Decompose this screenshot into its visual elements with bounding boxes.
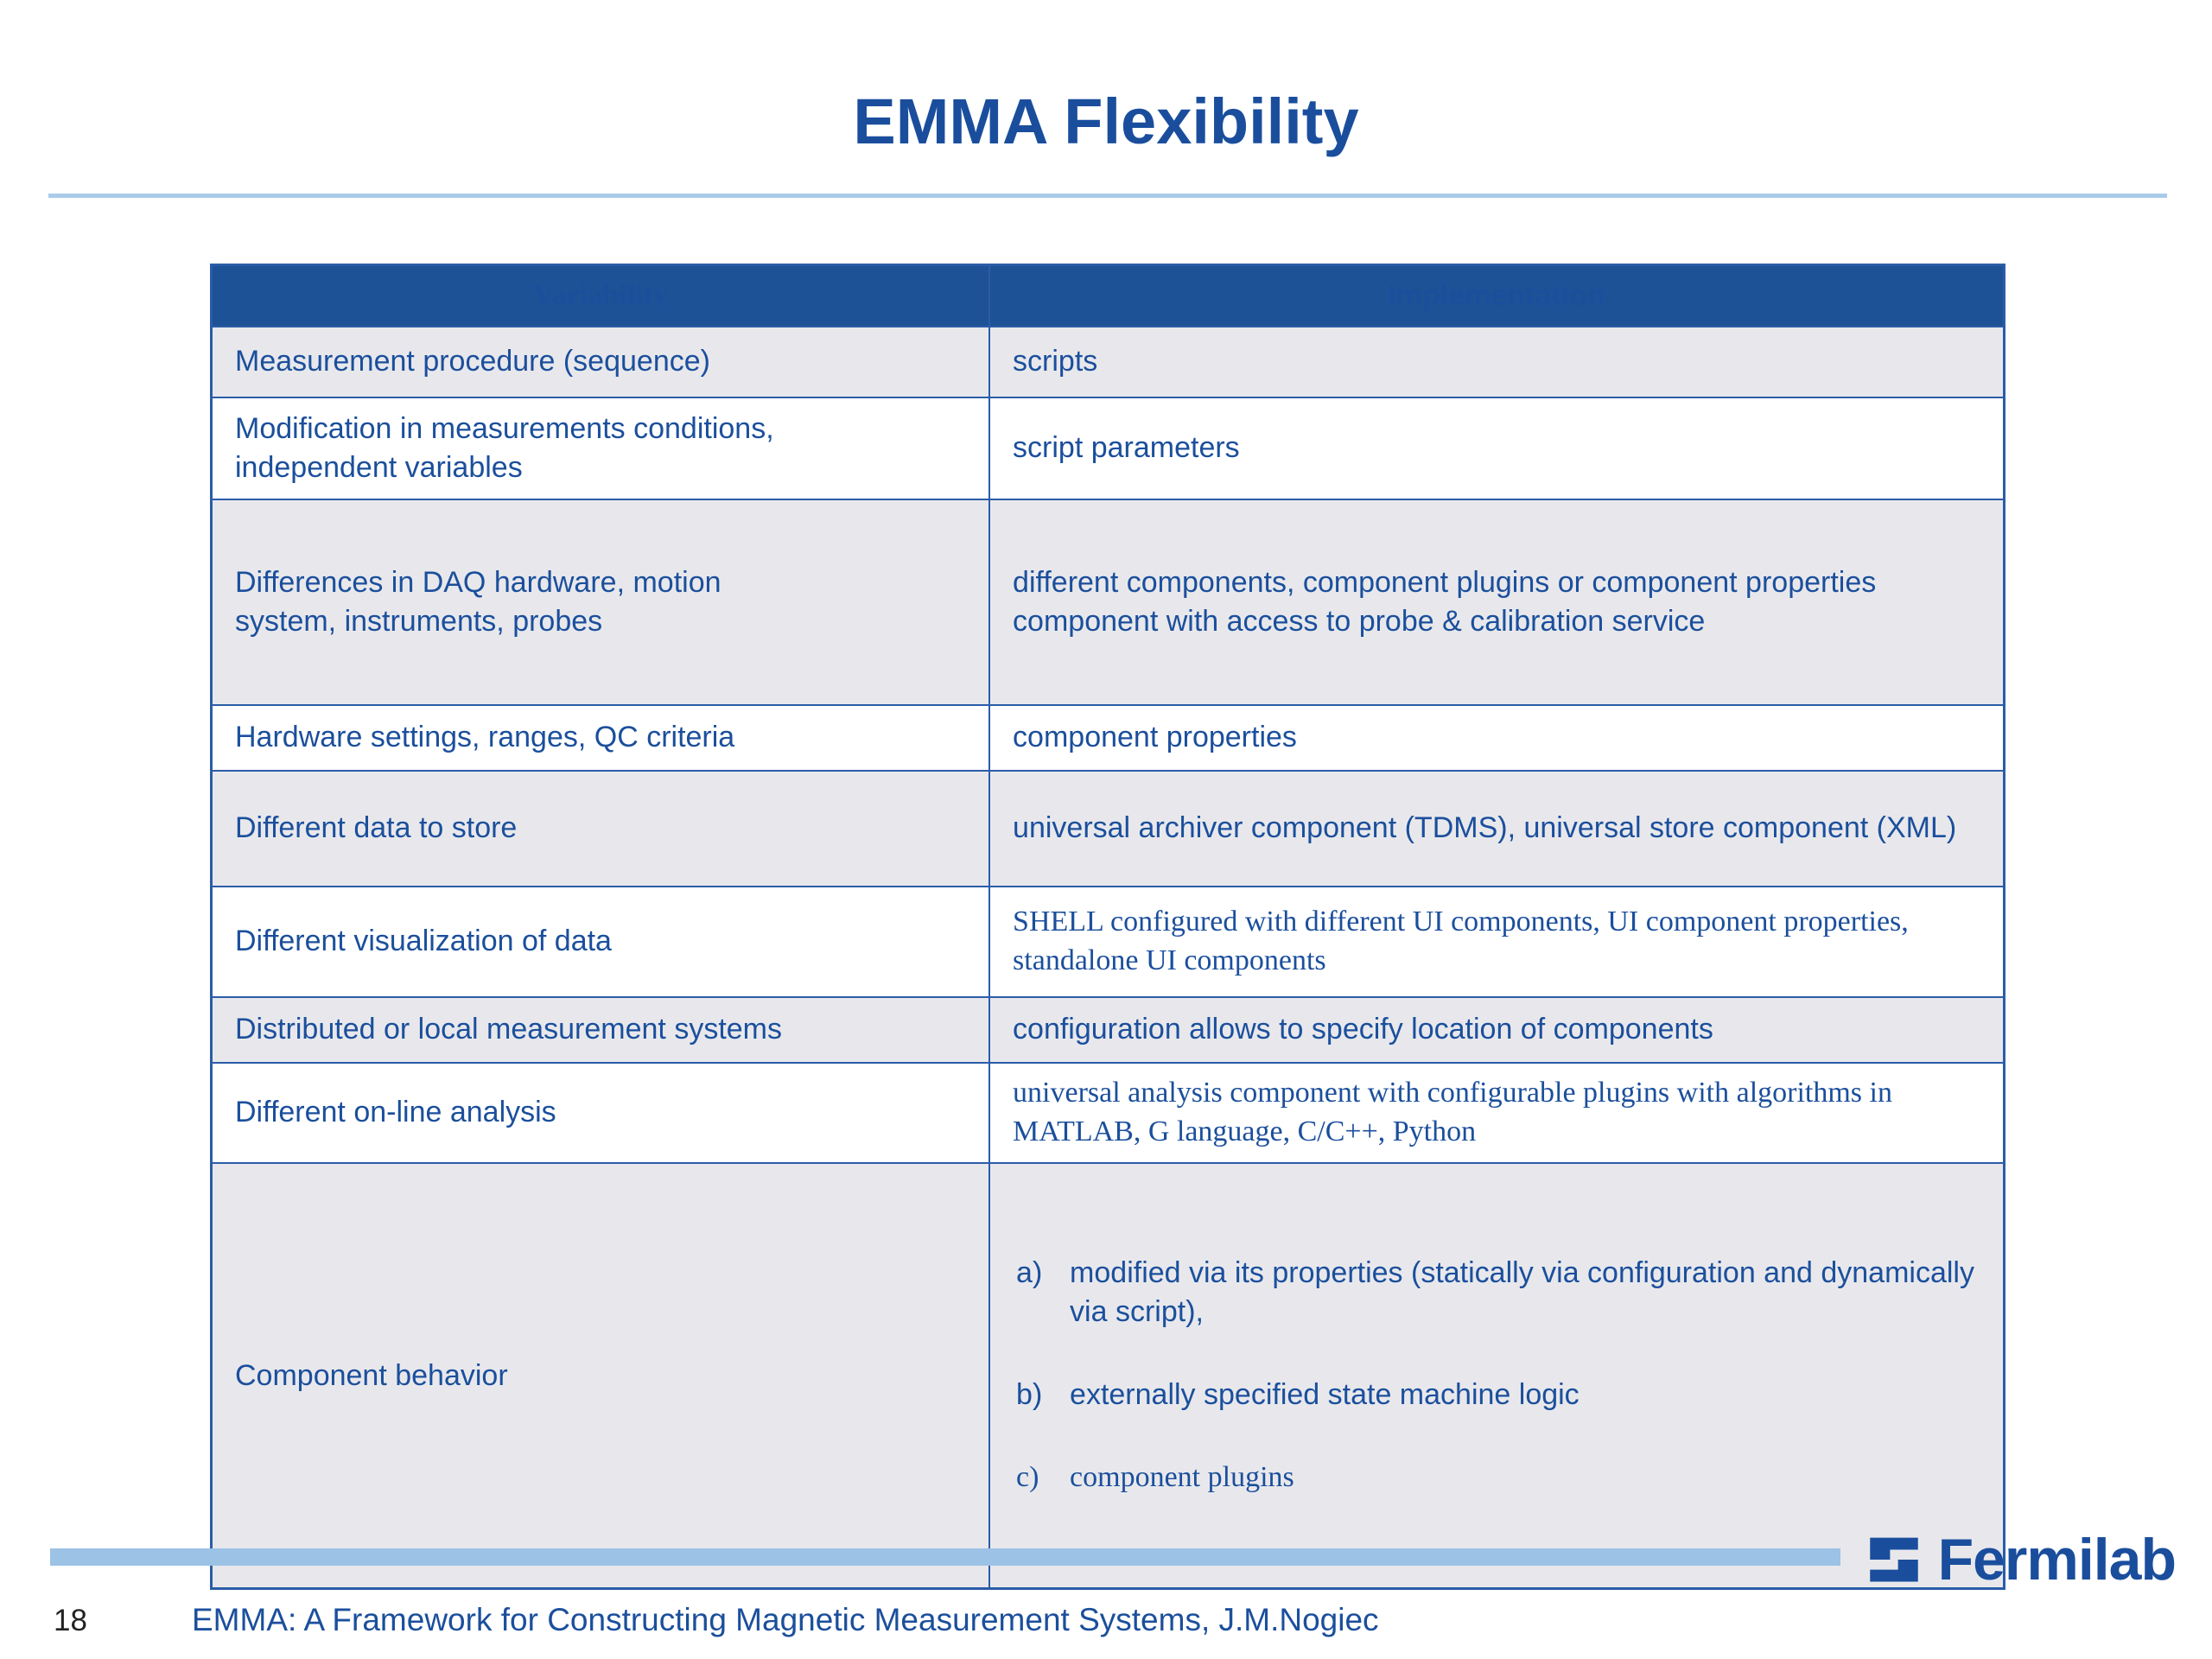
implementation-cell: scripts (988, 325, 2005, 398)
list-item: component plugins (1016, 1459, 1294, 1497)
table-row: Hardware settings, ranges, QC criteria c… (210, 703, 2005, 772)
page-number: 18 (54, 1604, 87, 1637)
flexibility-table: Variability Implementation Measurement p… (210, 264, 2005, 1591)
title-divider (48, 194, 2167, 198)
implementation-list: modified via its properties (statically … (1013, 1213, 1980, 1539)
table-row: Modification in measurements conditions,… (210, 396, 2005, 500)
table-row: Measurement procedure (sequence) scripts (210, 325, 2005, 398)
variability-cell: Hardware settings, ranges, QC criteria (210, 703, 991, 772)
table-row: Distributed or local measurement systems… (210, 995, 2005, 1064)
footer-text: EMMA: A Framework for Constructing Magne… (192, 1602, 1379, 1637)
implementation-cell: universal archiver component (TDMS), uni… (988, 769, 2005, 887)
variability-cell: Distributed or local measurement systems (210, 995, 991, 1064)
table-row: Component behavior modified via its prop… (210, 1161, 2005, 1590)
implementation-cell: universal analysis component with config… (988, 1061, 2005, 1164)
table-row: Differences in DAQ hardware, motion syst… (210, 498, 2005, 706)
fermilab-logo-icon (1869, 1537, 1918, 1582)
list-item: externally specified state machine logic (1016, 1376, 1580, 1414)
variability-cell: Different visualization of data (210, 885, 991, 998)
variability-cell: Modification in measurements conditions,… (210, 396, 991, 500)
fermilab-wordmark: Fermilab (1937, 1527, 2177, 1592)
implementation-cell: script parameters (988, 396, 2005, 500)
table-row: Different on-line analysis universal ana… (210, 1061, 2005, 1164)
implementation-cell: configuration allows to specify location… (988, 995, 2005, 1064)
table-row: Different data to store universal archiv… (210, 769, 2005, 887)
implementation-cell: SHELL configured with different UI compo… (988, 885, 2005, 998)
variability-cell: Differences in DAQ hardware, motion syst… (210, 498, 991, 706)
table-row: Different visualization of data SHELL co… (210, 885, 2005, 998)
list-item: modified via its properties (statically … (1016, 1254, 1974, 1329)
implementation-cell: different components, component plugins … (988, 498, 2005, 706)
column-header-variability: Variability (210, 264, 991, 327)
variability-cell: Different data to store (210, 769, 991, 887)
variability-cell: Component behavior (210, 1161, 991, 1590)
column-header-implementation: Implementation (988, 264, 2005, 327)
table-header-row: Variability Implementation (210, 264, 2005, 327)
implementation-cell: modified via its properties (statically … (988, 1161, 2005, 1590)
implementation-cell: component properties (988, 703, 2005, 772)
page-title: EMMA Flexibility (853, 86, 1359, 157)
footer-accent-bar (50, 1548, 1840, 1566)
variability-cell: Measurement procedure (sequence) (210, 325, 991, 398)
fermilab-logo: Fermilab (1862, 1526, 2177, 1593)
variability-cell: Different on-line analysis (210, 1061, 991, 1164)
